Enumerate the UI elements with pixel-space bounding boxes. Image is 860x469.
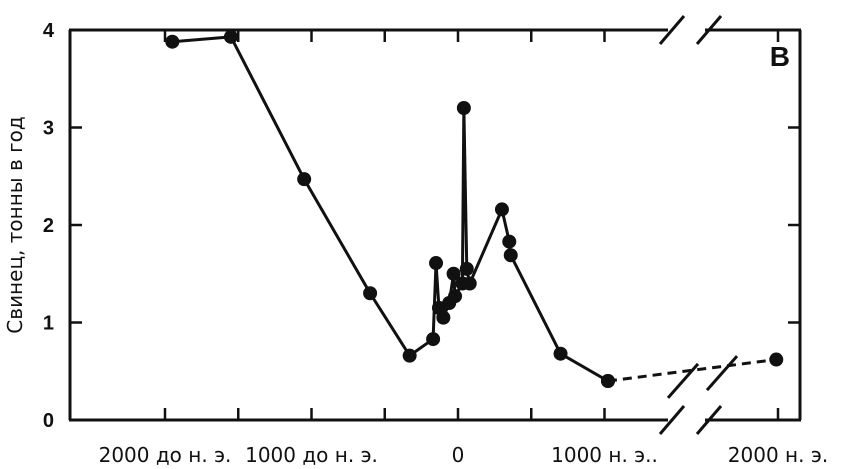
data-point (165, 34, 180, 49)
y-tick-label: 4 (43, 20, 55, 42)
data-point (459, 261, 474, 276)
data-point (448, 289, 463, 304)
x-tick-label: 2000 н. э. (728, 443, 828, 467)
data-point (446, 266, 461, 281)
y-tick-label: 1 (43, 313, 54, 335)
y-tick-label: 3 (43, 118, 54, 140)
data-point (456, 101, 471, 115)
axis-break-mark (658, 405, 686, 435)
plot-frame (68, 28, 802, 422)
data-point (769, 352, 784, 367)
data-point (503, 248, 518, 263)
x-tick-label: 1000 до н. э. (245, 443, 378, 467)
data-point (502, 234, 517, 249)
axis-break-marks (658, 15, 739, 435)
data-point (363, 286, 378, 301)
series-group (165, 29, 784, 388)
data-point (494, 202, 509, 217)
data-point (553, 346, 568, 361)
y-axis-label-group: Свинец, тонны в год (3, 116, 27, 333)
data-point (600, 374, 615, 388)
axis-break-mark (705, 355, 739, 392)
y-tick-label: 0 (43, 410, 54, 432)
x-tick-label: 0 (452, 443, 465, 467)
x-tick-label: 2000 до н. э. (99, 443, 232, 467)
data-point (426, 332, 441, 347)
data-point (436, 310, 451, 325)
tick-labels: 0 1 2 3 4 2000 до н. э. 1000 до н. э. 0 1000 н. … (43, 20, 828, 467)
series-line (172, 35, 609, 383)
data-point (402, 348, 417, 363)
panel-label: B (770, 41, 790, 72)
axis-break-mark (695, 15, 723, 45)
x-tick-label: 1000 н. э.. (551, 443, 658, 467)
data-point (297, 172, 312, 187)
data-point (462, 276, 477, 291)
axis-break-mark (666, 362, 700, 399)
series-line-dashed (607, 358, 777, 383)
data-point (429, 256, 444, 271)
data-point (223, 29, 238, 44)
y-tick-label: 2 (43, 215, 54, 237)
axis-ticks (70, 28, 800, 422)
y-axis-label: Свинец, тонны в год (3, 116, 27, 333)
axis-break-mark (695, 405, 723, 435)
axis-break-mark (658, 15, 686, 45)
